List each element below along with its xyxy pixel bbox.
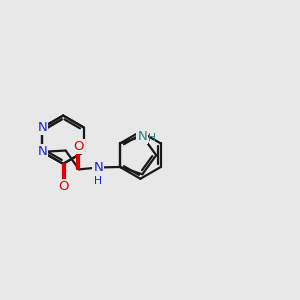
Text: N: N <box>137 130 147 142</box>
Text: N: N <box>93 161 103 174</box>
Text: N: N <box>38 121 47 134</box>
Text: O: O <box>74 140 84 153</box>
Text: H: H <box>94 176 102 186</box>
Text: H: H <box>148 133 156 142</box>
Text: O: O <box>58 180 68 193</box>
Text: N: N <box>38 145 47 158</box>
